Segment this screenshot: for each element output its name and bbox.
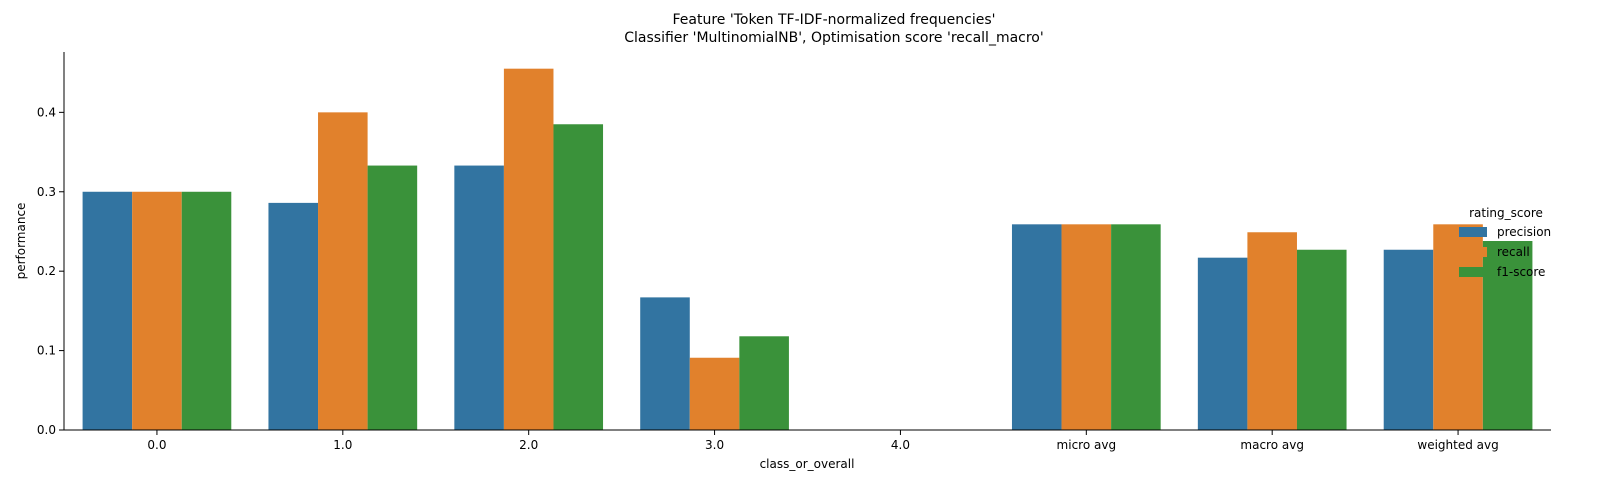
legend: rating_score precision recall f1-score — [1459, 206, 1551, 279]
bar-f1-score-micro-avg — [1111, 224, 1161, 430]
y-axis-label: performance — [14, 203, 28, 280]
bars-group — [82, 68, 1533, 431]
y-tick-label: 0.2 — [37, 264, 56, 278]
bar-recall-weighted-avg — [1433, 224, 1483, 430]
legend-label-recall: recall — [1497, 245, 1530, 259]
chart-title-line1: Feature 'Token TF-IDF-normalized frequen… — [673, 12, 996, 28]
bar-recall-micro-avg — [1061, 224, 1112, 430]
bar-f1-score-1.0 — [367, 165, 418, 430]
bar-recall-macro-avg — [1247, 232, 1297, 430]
legend-swatch-recall — [1459, 247, 1487, 257]
bar-f1-score-3.0 — [739, 336, 789, 430]
x-tick-label: 3.0 — [705, 438, 724, 452]
x-tick-label: macro avg — [1240, 438, 1304, 452]
x-axis-label: class_or_overall — [760, 457, 855, 471]
y-tick-label: 0.0 — [37, 423, 56, 437]
legend-label-f1-score: f1-score — [1497, 265, 1545, 279]
x-tick-label: 2.0 — [519, 438, 538, 452]
bar-f1-score-weighted-avg — [1482, 241, 1533, 430]
bar-recall-3.0 — [689, 357, 740, 430]
bar-precision-3.0 — [640, 297, 690, 430]
bar-recall-2.0 — [503, 68, 554, 431]
y-tick-label: 0.4 — [37, 105, 56, 119]
bar-recall-0.0 — [132, 191, 182, 430]
y-tick-label: 0.1 — [37, 344, 56, 358]
legend-label-precision: precision — [1497, 225, 1551, 239]
y-tick-label: 0.3 — [37, 185, 56, 199]
bar-f1-score-macro-avg — [1296, 249, 1347, 430]
bar-f1-score-2.0 — [553, 124, 604, 430]
bar-precision-2.0 — [454, 165, 504, 430]
x-tick-label: micro avg — [1057, 438, 1117, 452]
legend-swatch-precision — [1459, 227, 1487, 237]
bar-precision-1.0 — [268, 202, 319, 430]
legend-swatch-f1-score — [1459, 267, 1487, 277]
bar-precision-weighted-avg — [1383, 249, 1434, 430]
bar-f1-score-0.0 — [181, 191, 232, 430]
bar-precision-0.0 — [82, 191, 133, 430]
x-tick-label: weighted avg — [1417, 438, 1498, 452]
x-tick-label: 4.0 — [891, 438, 910, 452]
y-ticks-group: 0.0 0.1 0.2 0.3 0.4 — [37, 105, 64, 437]
x-tick-label: 1.0 — [333, 438, 352, 452]
bar-recall-1.0 — [318, 112, 368, 430]
x-tick-label: 0.0 — [147, 438, 166, 452]
chart-title-line2: Classifier 'MultinomialNB', Optimisation… — [624, 30, 1043, 46]
legend-title: rating_score — [1469, 206, 1543, 220]
x-ticks-group: 0.0 1.0 2.0 3.0 4.0 micro avg macro avg weighte… — [147, 430, 1499, 452]
bar-precision-macro-avg — [1197, 257, 1248, 430]
bar-precision-micro-avg — [1011, 224, 1062, 430]
